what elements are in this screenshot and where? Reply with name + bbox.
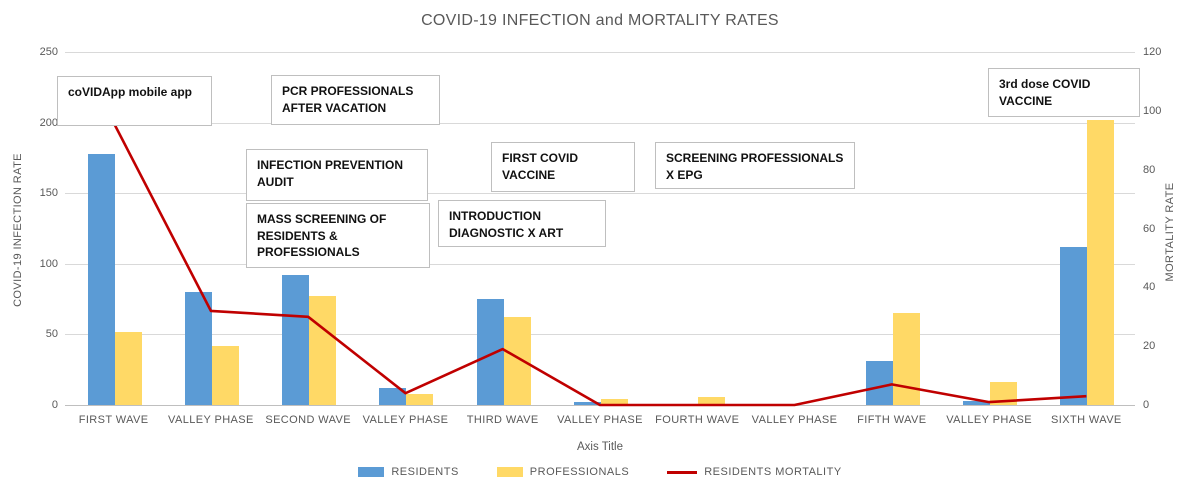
legend-item-residents[interactable]: RESIDENTS: [358, 466, 458, 478]
x-category-label: VALLEY PHASE: [946, 414, 1032, 426]
chart-title[interactable]: COVID-19 INFECTION and MORTALITY RATES: [421, 12, 779, 29]
annotation-text: INFECTION PREVENTION: [257, 158, 404, 172]
y-right-tick: 60: [1143, 222, 1156, 235]
y-left-tick: 250: [39, 46, 58, 58]
annotation-box[interactable]: SCREENING PROFESSIONALS X EPG: [655, 142, 855, 189]
legend-label: RESIDENTS MORTALITY: [704, 466, 842, 478]
annotation-text: PCR PROFESSIONALS: [282, 84, 414, 98]
plot-area: [65, 52, 1135, 407]
annotation-text: AFTER VACATION: [282, 100, 387, 115]
x-axis-title[interactable]: Axis Title: [576, 441, 623, 453]
annotation-text: DIAGNOSTIC X ART: [449, 225, 564, 240]
bar-professionals-5[interactable]: [601, 399, 628, 405]
annotation-text: VACCINE: [999, 93, 1053, 108]
annotation-text: RESIDENTS &: [257, 228, 338, 243]
annotation-text: coVIDApp mobile app: [68, 85, 193, 99]
y-left-tick: 100: [39, 257, 58, 270]
bar-professionals-3[interactable]: [406, 393, 434, 405]
legend: RESIDENTS PROFESSIONALS RESIDENTS MORTAL…: [0, 466, 1200, 478]
bar-professionals-6[interactable]: [698, 396, 726, 405]
annotation-box[interactable]: MASS SCREENING OF RESIDENTS & PROFESSIONAL…: [246, 203, 430, 268]
x-category-label: FOURTH WAVE: [655, 414, 740, 426]
y-right-tick: 40: [1143, 281, 1156, 294]
x-category-label: VALLEY PHASE: [557, 414, 643, 426]
annotation-box[interactable]: PCR PROFESSIONALS AFTER VACATION: [271, 75, 440, 125]
y-left-tick: 0: [51, 399, 58, 411]
annotation-box[interactable]: 3rd dose COVID VACCINE: [988, 68, 1140, 117]
bar-professionals-10[interactable]: [1087, 119, 1115, 405]
legend-item-professionals[interactable]: PROFESSIONALS: [496, 466, 630, 478]
x-category-label: VALLEY PHASE: [751, 414, 838, 426]
annotation-box[interactable]: FIRST COVID VACCINE: [491, 142, 635, 192]
residents-swatch-icon: [358, 467, 385, 477]
gridline: [65, 52, 1135, 53]
y-right-tick: 20: [1143, 340, 1156, 353]
legend-label: RESIDENTS: [391, 466, 459, 478]
annotation-text: X EPG: [666, 167, 703, 182]
y-left-tick: 200: [39, 116, 58, 129]
annotation-text: SCREENING PROFESSIONALS: [666, 151, 844, 165]
y-right-tick: 100: [1143, 104, 1162, 117]
y-right-tick: 0: [1143, 399, 1150, 411]
x-category-label: THIRD WAVE: [466, 414, 539, 426]
annotation-text: AUDIT: [257, 174, 294, 189]
bar-residents-10[interactable]: [1060, 246, 1088, 405]
y-right-tick: 120: [1143, 46, 1162, 58]
annotation-text: VACCINE: [502, 167, 556, 182]
bar-residents-1[interactable]: [184, 292, 212, 405]
y-left-tick: 150: [39, 187, 58, 200]
x-category-label: SECOND WAVE: [265, 414, 352, 426]
bar-professionals-9[interactable]: [990, 382, 1018, 405]
mortality-line-swatch-icon: [667, 470, 698, 474]
y-left-tick: 50: [45, 328, 58, 341]
bar-residents-2[interactable]: [282, 275, 310, 405]
bar-residents-3[interactable]: [379, 388, 407, 405]
annotation-box[interactable]: INTRODUCTION DIAGNOSTIC X ART: [438, 200, 606, 247]
residents-mortality-line[interactable]: [112, 122, 1087, 407]
bar-residents-5[interactable]: [574, 402, 601, 405]
annotation-text: 3rd dose COVID: [999, 77, 1091, 91]
annotation-text: INTRODUCTION: [449, 209, 541, 223]
annotation-box[interactable]: coVIDApp mobile app: [57, 76, 212, 126]
professionals-swatch-icon: [496, 467, 523, 477]
bar-professionals-2[interactable]: [309, 296, 337, 405]
annotation-text: PROFESSIONALS: [257, 245, 360, 260]
x-category-label: SIXTH WAVE: [1051, 414, 1122, 426]
bar-residents-8[interactable]: [865, 361, 893, 405]
x-category-label: FIRST WAVE: [78, 414, 149, 426]
gridline: [65, 193, 1135, 195]
x-category-label: VALLEY PHASE: [168, 414, 254, 426]
gridline: [65, 334, 1135, 336]
annotation-text: MASS SCREENING OF: [257, 212, 387, 226]
legend-label: PROFESSIONALS: [529, 466, 630, 478]
y-right-tick: 80: [1143, 163, 1156, 176]
bar-residents-0[interactable]: [87, 153, 115, 405]
x-category-label: FIFTH WAVE: [857, 414, 927, 426]
annotation-text: FIRST COVID: [502, 151, 579, 165]
gridline: [65, 263, 1135, 265]
bar-residents-9[interactable]: [963, 400, 991, 405]
legend-item-residents-mortality[interactable]: RESIDENTS MORTALITY: [667, 466, 841, 478]
bar-professionals-0[interactable]: [114, 331, 142, 405]
y-left-axis-title: COVID-19 INFECTION RATE: [12, 153, 24, 307]
x-category-label: VALLEY PHASE: [362, 414, 449, 426]
bar-professionals-1[interactable]: [211, 345, 239, 405]
annotation-box[interactable]: INFECTION PREVENTION AUDIT: [246, 149, 428, 201]
gridline: [65, 122, 1135, 124]
